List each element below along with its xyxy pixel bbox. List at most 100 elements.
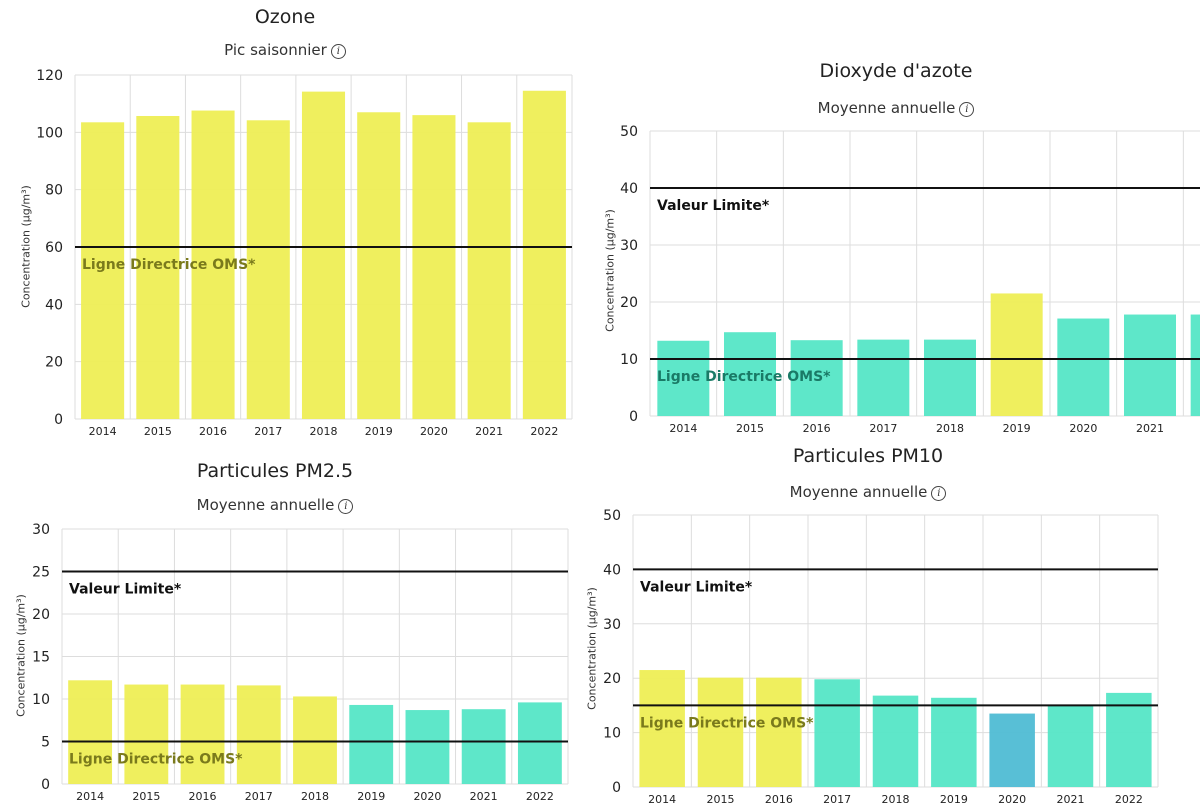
bar-2018: [301, 91, 346, 420]
chart-panel-dioxyde-azote: Dioxyde d'azote Moyenne annuelle i Concen…: [600, 0, 1200, 440]
info-icon[interactable]: i: [338, 499, 354, 514]
bar-2015: [724, 332, 776, 416]
x-tick-label: 2021: [1136, 422, 1164, 435]
bar-2019: [990, 293, 1043, 416]
x-tick-label: 2022: [526, 790, 554, 803]
info-icon[interactable]: i: [959, 102, 975, 117]
bar-2015: [136, 115, 180, 419]
x-tick-label: 2015: [144, 425, 172, 438]
bar-2017: [236, 685, 281, 784]
x-tick-label: 2014: [669, 422, 697, 435]
y-tick-label: 30: [32, 522, 50, 538]
y-tick-label: 30: [620, 238, 638, 254]
y-tick-label: 40: [45, 297, 63, 313]
x-tick-label: 2014: [89, 425, 117, 438]
bar-2014: [81, 122, 125, 420]
x-tick-label: 2020: [1069, 422, 1097, 435]
bar-2020: [989, 713, 1035, 787]
bar-2019: [357, 112, 401, 420]
y-tick-label: 20: [45, 355, 63, 371]
reference-line-label: Ligne Directrice OMS*: [69, 752, 243, 768]
bar-2019: [349, 704, 394, 784]
chart-title: Particules PM10: [792, 445, 944, 467]
y-tick-label: 25: [32, 565, 50, 581]
y-tick-label: 30: [603, 617, 621, 633]
chart-subtitle: Moyenne annuelle: [817, 99, 956, 117]
bar-2021: [1124, 314, 1176, 416]
x-tick-label: 2016: [765, 793, 793, 806]
bar-2022: [1190, 314, 1200, 416]
y-tick-label: 20: [32, 607, 50, 623]
bar-2021: [1047, 704, 1094, 787]
chart-title: Particules PM2.5: [196, 460, 354, 482]
bar-2016: [790, 340, 843, 416]
x-tick-label: 2016: [199, 425, 227, 438]
x-tick-label: 2015: [132, 790, 160, 803]
chart-subtitle-row: Moyenne annuelle i: [600, 483, 1136, 501]
chart-plot: 0 10 20 30 40 50 2014 2015 2016 2017 2018 2019 2020 2…: [620, 124, 1200, 435]
y-tick-label: 10: [32, 692, 50, 708]
bar-2019: [931, 697, 977, 787]
info-icon[interactable]: i: [330, 44, 346, 59]
y-tick-label: 40: [620, 181, 638, 197]
chart-title: Ozone: [254, 6, 316, 28]
reference-line-label: Valeur Limite*: [657, 198, 770, 214]
x-tick-label: 2017: [254, 425, 282, 438]
x-tick-label: 2019: [1003, 422, 1031, 435]
x-tick-label: 2016: [189, 790, 217, 803]
x-tick-label: 2019: [357, 790, 385, 803]
x-tick-label: 2020: [413, 790, 441, 803]
y-tick-label: 80: [45, 183, 63, 199]
y-tick-label: 60: [45, 240, 63, 256]
x-tick-label: 2017: [869, 422, 897, 435]
chart-panel-pm25: Particules PM2.5 Moyenne annuelle i Conce…: [0, 440, 600, 807]
reference-line-label: Valeur Limite*: [69, 582, 182, 598]
y-tick-label: 20: [603, 671, 621, 687]
bar-2018: [872, 695, 919, 787]
x-tick-label: 2018: [882, 793, 910, 806]
y-tick-label: 120: [36, 68, 63, 84]
y-tick-label: 0: [54, 412, 63, 428]
chart-plot: 0 20 40 60 80 100 120 2014 2015 2016 2017 2018 2019 2…: [36, 68, 573, 438]
bar-2016: [191, 110, 235, 420]
bar-2022: [1106, 692, 1152, 787]
x-tick-label: 2018: [310, 425, 338, 438]
x-tick-label: 2015: [707, 793, 735, 806]
bar-2016: [756, 677, 802, 787]
x-tick-label: 2014: [76, 790, 104, 803]
x-tick-label: 2021: [470, 790, 498, 803]
bar-2021: [461, 709, 506, 784]
x-tick-label: 2015: [736, 422, 764, 435]
x-tick-label: 2014: [648, 793, 676, 806]
bar-2016: [180, 684, 225, 784]
chart-panel-ozone: Ozone Pic saisonnier i Concentration (µg/…: [0, 0, 600, 440]
x-tick-label: 2021: [1057, 793, 1085, 806]
y-tick-label: 15: [32, 650, 50, 666]
bar-2021: [467, 122, 511, 420]
bar-2018: [293, 696, 337, 784]
x-tick-label: 2017: [823, 793, 851, 806]
chart-plot: 0 10 20 30 40 50 2014 2015 2016 2017 2018 2019 2020 2…: [603, 508, 1159, 806]
x-tick-label: 2022: [1115, 793, 1143, 806]
bar-2014: [639, 670, 685, 787]
x-tick-label: 2016: [803, 422, 831, 435]
chart-subtitle-row: Moyenne annuelle i: [0, 496, 550, 514]
bar-2020: [405, 710, 450, 784]
y-tick-label: 50: [603, 508, 621, 524]
reference-line-label: Ligne Directrice OMS*: [82, 257, 256, 273]
y-tick-label: 100: [36, 125, 63, 141]
y-axis-label: Concentration (µg/m³): [585, 587, 599, 710]
y-tick-label: 10: [603, 726, 621, 742]
x-tick-label: 2020: [998, 793, 1026, 806]
chart-subtitle-row: Moyenne annuelle i: [600, 99, 1192, 117]
x-tick-label: 2021: [475, 425, 503, 438]
chart-subtitle: Pic saisonnier: [224, 41, 327, 59]
x-tick-label: 2018: [936, 422, 964, 435]
x-tick-label: 2022: [530, 425, 558, 438]
x-tick-label: 2019: [940, 793, 968, 806]
chart-panel-pm10: Particules PM10 Moyenne annuelle i Concen…: [586, 440, 1200, 807]
chart-title: Dioxyde d'azote: [819, 60, 973, 82]
y-tick-label: 10: [620, 352, 638, 368]
x-tick-label: 2020: [420, 425, 448, 438]
info-icon[interactable]: i: [931, 486, 947, 501]
